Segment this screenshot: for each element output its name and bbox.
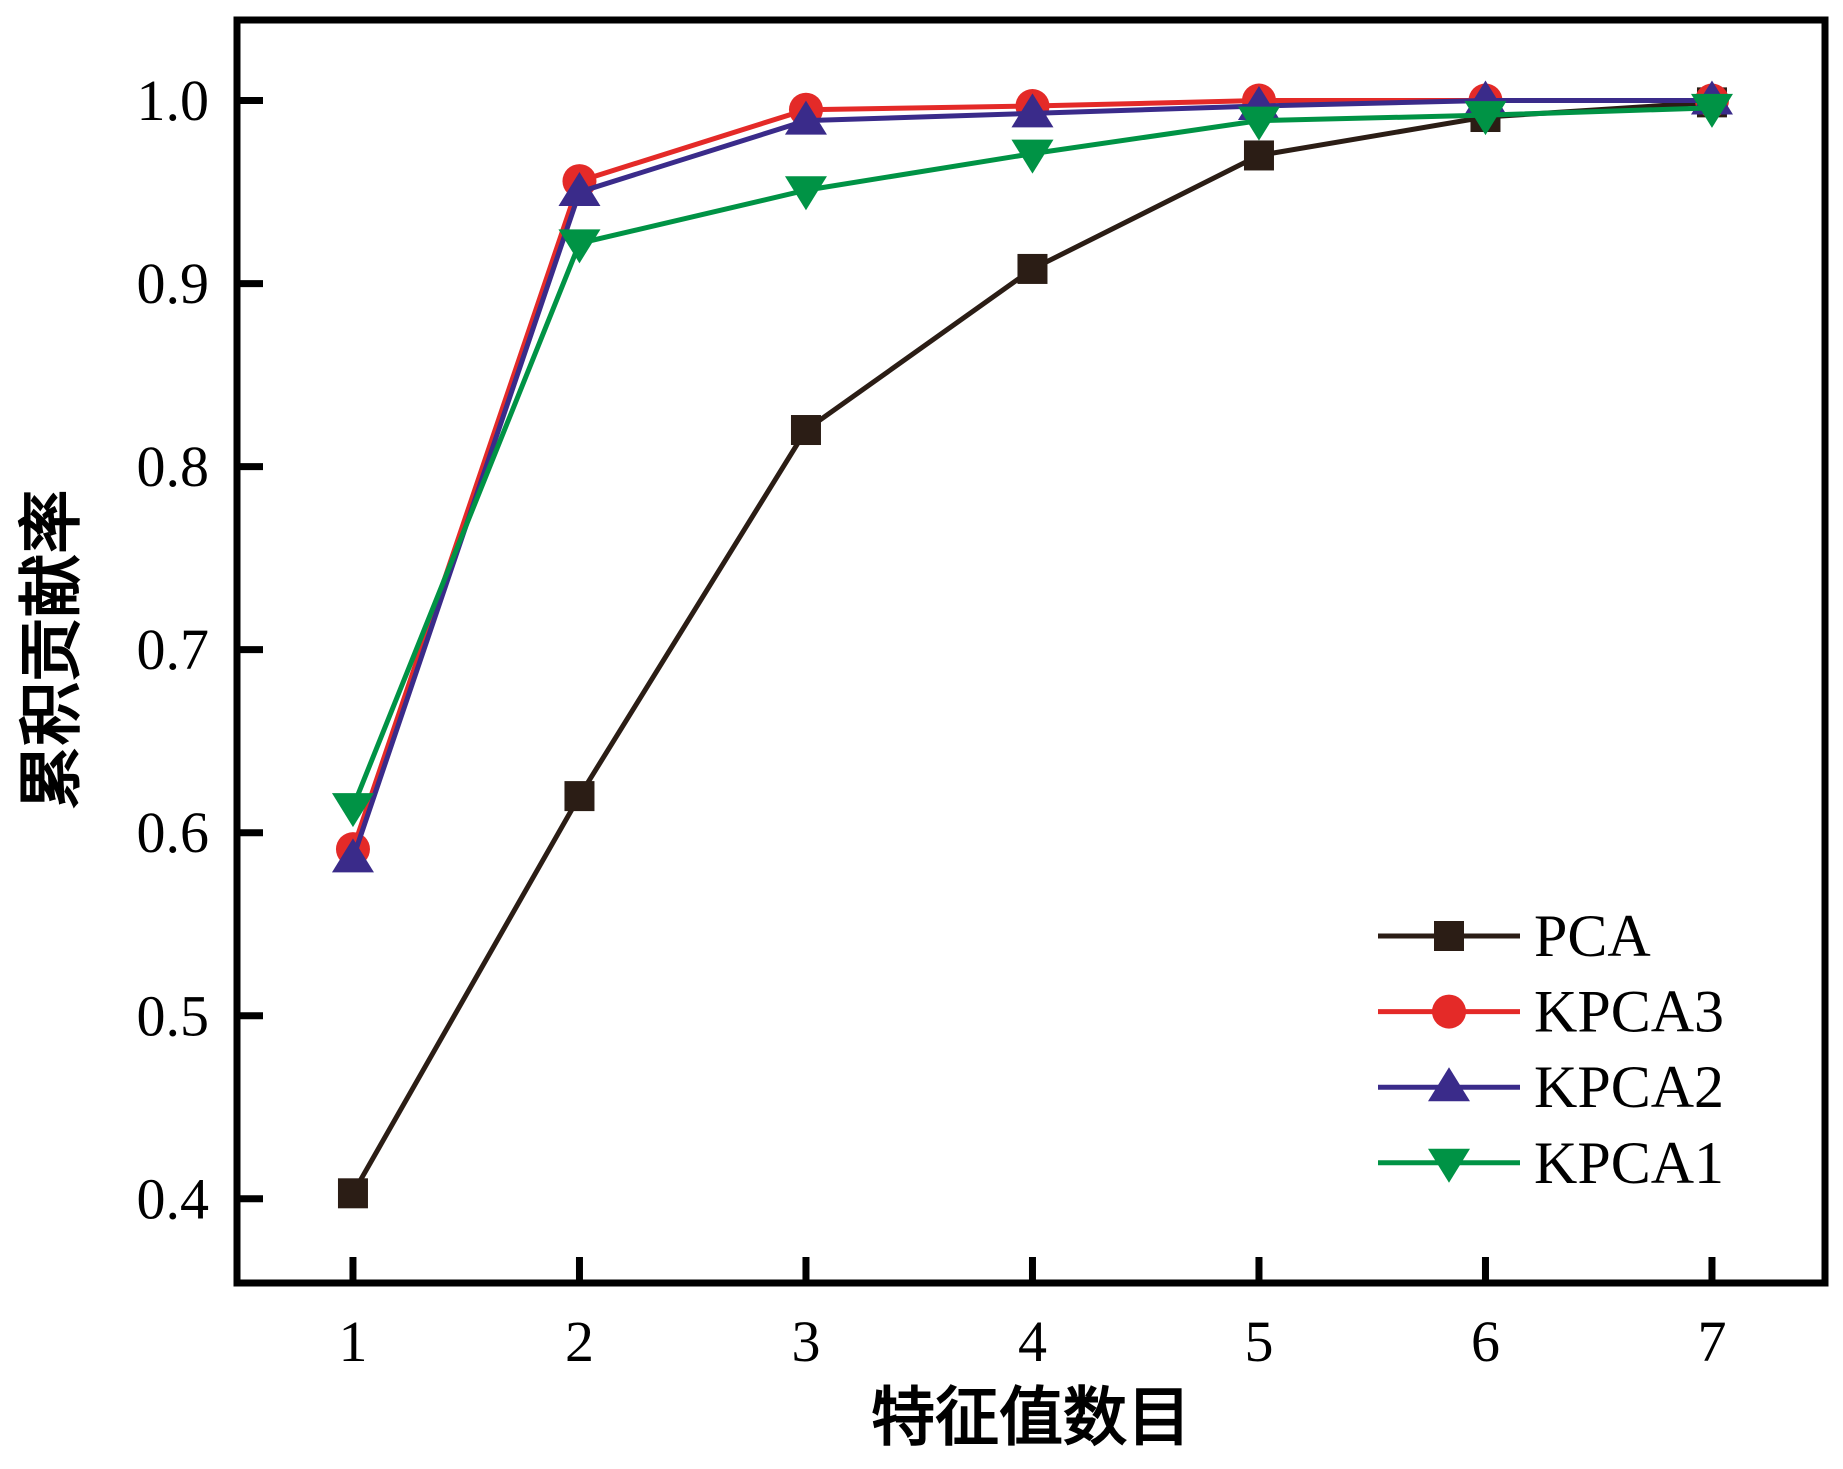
x-tick-label: 3 [791,1309,820,1374]
legend-label-kpca1: KPCA1 [1534,1130,1724,1196]
marker-kpca1-5 [1237,106,1280,141]
x-tick-label: 5 [1244,1309,1273,1374]
y-tick-label: 0.5 [137,983,210,1048]
series-line-kpca2 [350,98,1712,860]
x-tick-label: 6 [1471,1309,1500,1374]
x-tick-label: 4 [1018,1309,1047,1374]
marker-kpca1-6 [1464,101,1507,136]
marker-pca-3 [790,415,821,446]
marker-kpca1-7 [1690,93,1733,128]
legend-marker-kpca1 [1428,1148,1470,1183]
marker-pca-2 [564,781,595,812]
legend-label-kpca2: KPCA2 [1534,1054,1724,1120]
marker-kpca2-1 [331,838,374,873]
marker-kpca1-3 [784,176,827,211]
y-tick-label: 0.7 [137,617,210,682]
legend-marker-kpca2 [1428,1067,1470,1102]
x-tick-label: 1 [338,1309,367,1374]
y-axis-title: 累积贡献率 [17,490,88,810]
y-tick-label: 0.4 [137,1166,210,1231]
y-tick-label: 0.8 [137,434,210,499]
series-line-kpca1 [350,105,1713,809]
marker-pca-4 [1017,253,1048,284]
legend-label-pca: PCA [1534,903,1651,969]
marker-kpca1-1 [331,793,374,828]
legend-label-kpca3: KPCA3 [1534,979,1724,1045]
marker-kpca2-2 [558,172,601,207]
marker-kpca2-3 [784,100,827,135]
x-axis-title: 特征值数目 [871,1383,1191,1454]
marker-pca-5 [1243,140,1274,171]
x-tick-label: 7 [1697,1309,1726,1374]
marker-pca-1 [337,1178,368,1209]
series-line-kpca3 [350,98,1712,850]
y-tick-label: 1.0 [137,68,210,133]
marker-kpca2-4 [1011,93,1054,128]
plot-frame [233,16,1829,1287]
y-tick-label: 0.9 [137,251,210,316]
legend-marker-pca [1434,921,1464,951]
y-tick-label: 0.6 [137,800,210,865]
x-tick-label: 2 [565,1309,594,1374]
marker-kpca1-4 [1011,139,1054,174]
legend-marker-kpca3 [1432,994,1466,1029]
marker-kpca1-2 [558,229,601,264]
